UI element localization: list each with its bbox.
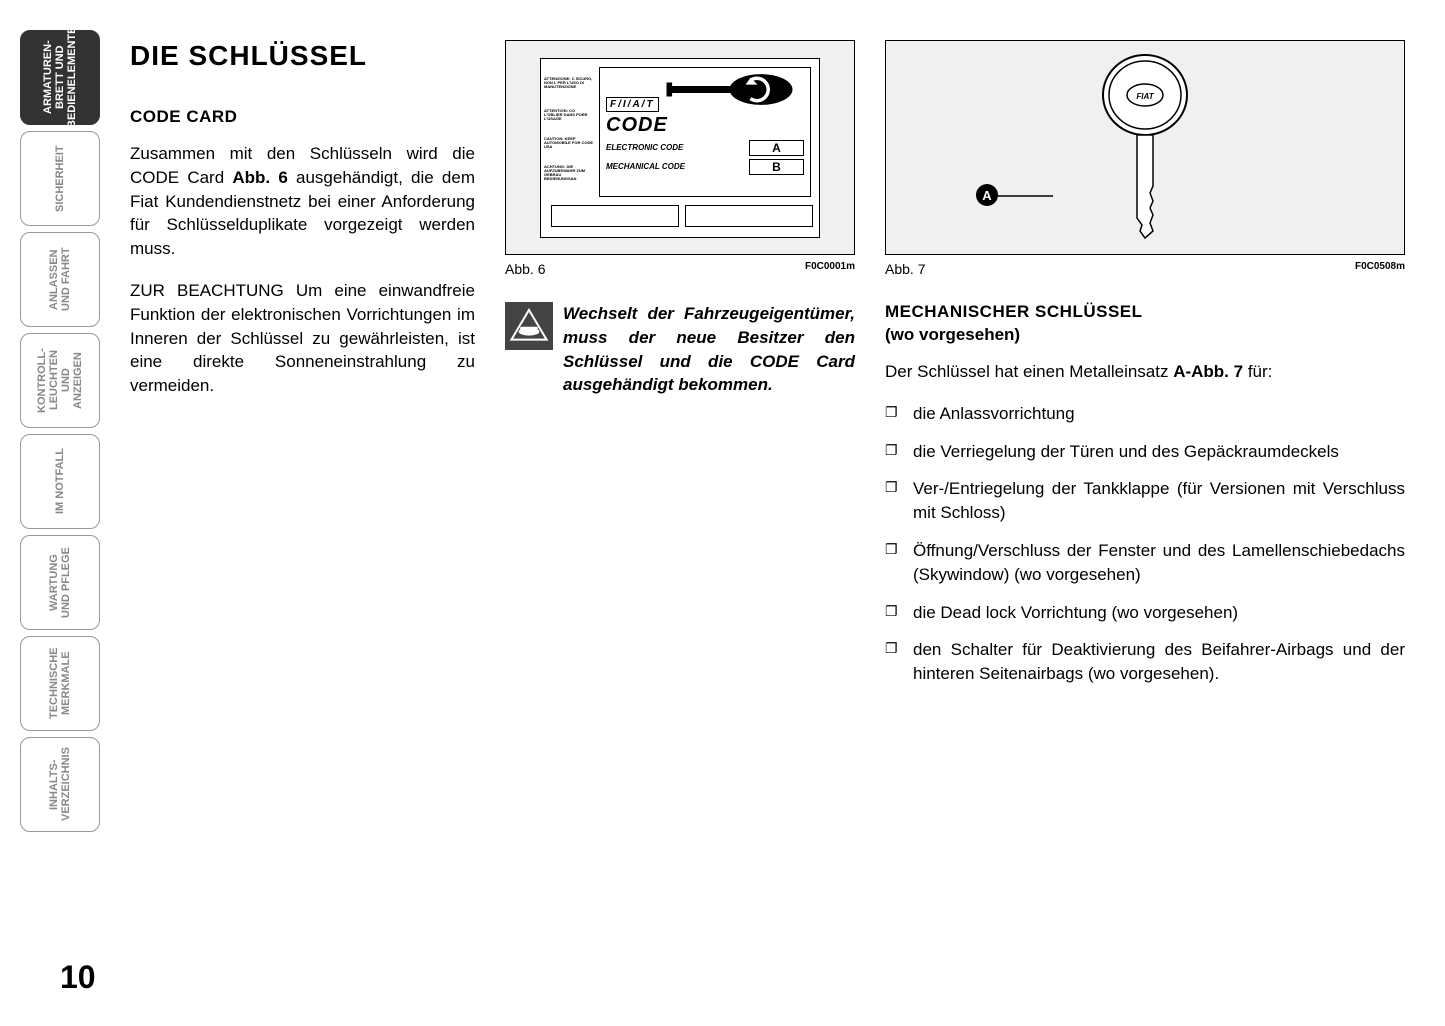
tab-anlassen[interactable]: ANLASSEN UND FAHRT — [20, 232, 100, 327]
tab-technische[interactable]: TECHNISCHE MERKMALE — [20, 636, 100, 731]
tab-kontroll[interactable]: KONTROLL- LEUCHTEN UND ANZEIGEN — [20, 333, 100, 428]
paragraph-beachtung: ZUR BEACHTUNG Um eine einwandfreie Funkt… — [130, 279, 475, 398]
section-heading-codecard: CODE CARD — [130, 107, 475, 127]
column-3: FIAT A Abb. 7 F0C0508m MECHANISCHER SCHL… — [885, 40, 1405, 700]
code-title: CODE — [606, 114, 804, 137]
mechanical-code-label: MECHANICAL CODE — [606, 162, 743, 171]
list-item: die Verriegelung der Türen und des Gepäc… — [885, 440, 1405, 464]
page-title: DIE SCHLÜSSEL — [130, 40, 475, 72]
electronic-code-label: ELECTRONIC CODE — [606, 143, 743, 152]
sidebar-tabs: ARMATUREN- BRETT UND BEDIENELEMENTE SICH… — [20, 30, 100, 832]
feature-list: die Anlassvorrichtung die Verriegelung d… — [885, 402, 1405, 686]
column-2: ATTENZIONE: C SICURO, NON L PER L'USO DI… — [505, 40, 855, 700]
tab-sicherheit[interactable]: SICHERHEIT — [20, 131, 100, 226]
figure-7: FIAT A — [885, 40, 1405, 255]
warning-text: Wechselt der Fahrzeugeigentümer, muss de… — [563, 302, 855, 397]
page: ARMATUREN- BRETT UND BEDIENELEMENTE SICH… — [0, 0, 1445, 1026]
figure-6: ATTENZIONE: C SICURO, NON L PER L'USO DI… — [505, 40, 855, 255]
list-item: die Dead lock Vorrichtung (wo vorgesehen… — [885, 601, 1405, 625]
tab-wartung[interactable]: WARTUNG UND PFLEGE — [20, 535, 100, 630]
content: DIE SCHLÜSSEL CODE CARD Zusammen mit den… — [130, 40, 1405, 700]
warning-icon — [505, 302, 553, 350]
electronic-code-value: A — [749, 140, 804, 156]
list-item: Ver-/Entriegelung der Tankklappe (für Ve… — [885, 477, 1405, 525]
page-number: 10 — [60, 959, 96, 996]
list-item: die Anlassvorrichtung — [885, 402, 1405, 426]
tab-armaturen[interactable]: ARMATUREN- BRETT UND BEDIENELEMENTE — [20, 30, 100, 125]
paragraph-schluessel: Der Schlüssel hat einen Metalleinsatz A-… — [885, 360, 1405, 384]
fiat-logo: F/I/A/T — [606, 97, 659, 112]
list-item: Öffnung/Verschluss der Fenster und des L… — [885, 539, 1405, 587]
section-subheading: (wo vorgesehen) — [885, 325, 1405, 345]
list-item: den Schalter für Deaktivierung des Beifa… — [885, 638, 1405, 686]
marker-a: A — [976, 184, 998, 206]
key-icon — [663, 72, 803, 107]
paragraph-codecard: Zusammen mit den Schlüsseln wird die COD… — [130, 142, 475, 261]
mechanical-code-value: B — [749, 159, 804, 175]
svg-text:FIAT: FIAT — [1136, 92, 1154, 101]
tab-inhalts[interactable]: INHALTS- VERZEICHNIS — [20, 737, 100, 832]
section-heading-mechanischer: MECHANISCHER SCHLÜSSEL — [885, 302, 1405, 322]
column-1: DIE SCHLÜSSEL CODE CARD Zusammen mit den… — [130, 40, 475, 700]
warning-box: Wechselt der Fahrzeugeigentümer, muss de… — [505, 302, 855, 397]
figure-7-label: Abb. 7 F0C0508m — [885, 261, 1405, 277]
tab-notfall[interactable]: IM NOTFALL — [20, 434, 100, 529]
key-illustration: FIAT — [1080, 53, 1210, 243]
figure-6-label: Abb. 6 F0C0001m — [505, 261, 855, 277]
